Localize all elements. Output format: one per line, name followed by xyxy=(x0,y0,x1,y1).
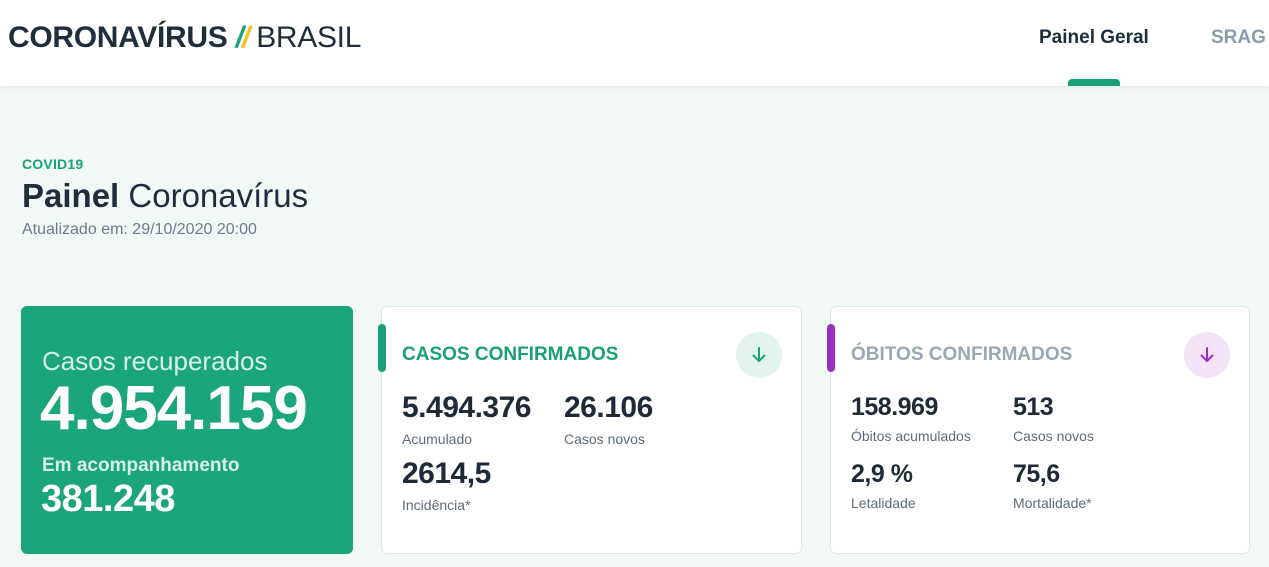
updated-timestamp: Atualizado em: 29/10/2020 20:00 xyxy=(22,221,257,239)
monitoring-label: Em acompanhamento xyxy=(42,455,240,476)
nav-active-indicator xyxy=(1068,79,1120,86)
brand-strong: CORONAVÍRUS xyxy=(8,21,228,54)
confirmed-download-button[interactable] xyxy=(736,332,782,378)
page-title-light: Coronavírus xyxy=(128,177,309,214)
recovered-label: Casos recuperados xyxy=(42,346,268,376)
deaths-new-value: 513 xyxy=(1013,393,1054,421)
lethality-value: 2,9 % xyxy=(851,460,913,488)
deaths-accent-bar xyxy=(827,324,835,372)
deaths-accumulated-label: Óbitos acumulados xyxy=(851,428,971,444)
page-title: Painel Coronavírus xyxy=(22,176,308,216)
brand-slash: // xyxy=(235,21,251,54)
confirmed-cases-card: CASOS CONFIRMADOS 5.494.376 Acumulado 26… xyxy=(378,306,802,554)
arrow-down-icon xyxy=(1200,347,1214,362)
confirmed-new-value: 26.106 xyxy=(564,391,653,424)
brand-slash-green: / xyxy=(235,21,244,54)
confirmed-accumulated-label: Acumulado xyxy=(402,431,473,447)
monitoring-value: 381.248 xyxy=(41,478,175,520)
page-title-strong: Painel xyxy=(22,177,120,214)
mortality-value: 75,6 xyxy=(1013,460,1060,488)
top-header: CORONAVÍRUS//BRASIL Painel Geral SRAG xyxy=(0,0,1269,86)
mortality-label: Mortalidade* xyxy=(1013,495,1092,511)
nav-srag[interactable]: SRAG xyxy=(1211,27,1266,48)
arrow-down-icon xyxy=(752,347,766,362)
confirmed-deaths-title: ÓBITOS CONFIRMADOS xyxy=(851,344,1073,365)
confirmed-accent-bar xyxy=(378,324,386,372)
recovered-card: Casos recuperados 4.954.159 Em acompanha… xyxy=(21,306,353,554)
confirmed-accumulated-value: 5.494.376 xyxy=(402,391,531,424)
incidence-label: Incidência* xyxy=(402,497,471,513)
brand-slash-yellow: / xyxy=(241,21,250,54)
deaths-download-button[interactable] xyxy=(1184,332,1230,378)
lethality-label: Letalidade xyxy=(851,495,916,511)
updated-label: Atualizado em: xyxy=(22,221,128,238)
page-kicker: COVID19 xyxy=(22,156,84,172)
deaths-accumulated-value: 158.969 xyxy=(851,393,938,421)
confirmed-new-label: Casos novos xyxy=(564,431,645,447)
brand-light: BRASIL xyxy=(256,21,362,54)
brand-logo[interactable]: CORONAVÍRUS//BRASIL xyxy=(8,20,361,56)
deaths-new-label: Casos novos xyxy=(1013,428,1094,444)
confirmed-cases-title: CASOS CONFIRMADOS xyxy=(402,344,619,365)
nav-painel-geral[interactable]: Painel Geral xyxy=(1039,27,1149,48)
recovered-value: 4.954.159 xyxy=(40,374,308,443)
confirmed-deaths-card: ÓBITOS CONFIRMADOS 158.969 Óbitos acumul… xyxy=(827,306,1250,554)
updated-value: 29/10/2020 20:00 xyxy=(132,221,257,238)
incidence-value: 2614,5 xyxy=(402,457,491,490)
